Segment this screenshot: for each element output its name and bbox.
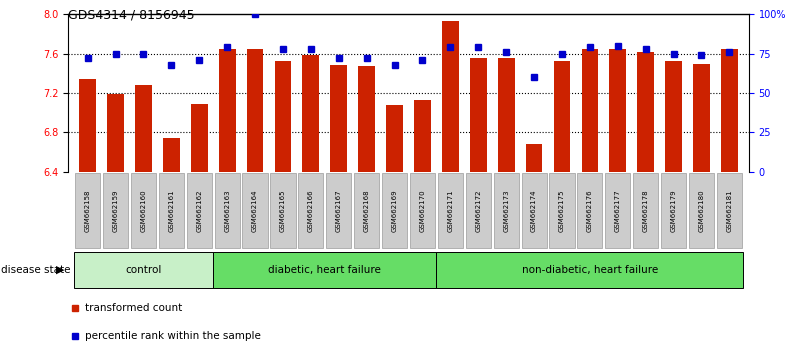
Text: GSM662167: GSM662167 (336, 189, 342, 232)
FancyBboxPatch shape (521, 173, 546, 248)
Text: GSM662179: GSM662179 (670, 189, 677, 232)
FancyBboxPatch shape (410, 173, 435, 248)
FancyBboxPatch shape (382, 173, 407, 248)
Text: GSM662171: GSM662171 (448, 189, 453, 232)
Text: GSM662164: GSM662164 (252, 189, 258, 232)
FancyBboxPatch shape (465, 173, 491, 248)
FancyBboxPatch shape (354, 173, 379, 248)
Bar (247, 48, 264, 172)
Text: GSM662177: GSM662177 (615, 189, 621, 232)
Text: GSM662162: GSM662162 (196, 189, 202, 232)
Bar (414, 100, 431, 172)
FancyBboxPatch shape (689, 173, 714, 248)
FancyBboxPatch shape (578, 173, 602, 248)
Bar (275, 62, 292, 172)
Bar (442, 21, 459, 172)
Text: percentile rank within the sample: percentile rank within the sample (85, 331, 261, 341)
Bar (582, 48, 598, 172)
Text: GSM662165: GSM662165 (280, 189, 286, 232)
Bar (386, 105, 403, 172)
Bar (79, 79, 96, 172)
FancyBboxPatch shape (213, 252, 437, 288)
FancyBboxPatch shape (326, 173, 352, 248)
Text: GSM662170: GSM662170 (420, 189, 425, 232)
Bar (497, 58, 514, 172)
Text: GSM662178: GSM662178 (642, 189, 649, 232)
Text: GSM662180: GSM662180 (698, 189, 705, 232)
FancyBboxPatch shape (298, 173, 324, 248)
Text: GSM662159: GSM662159 (112, 189, 119, 232)
Bar (303, 55, 320, 172)
FancyBboxPatch shape (437, 252, 743, 288)
Text: disease state: disease state (1, 265, 70, 275)
FancyBboxPatch shape (438, 173, 463, 248)
Text: GSM662172: GSM662172 (475, 189, 481, 232)
FancyBboxPatch shape (606, 173, 630, 248)
FancyBboxPatch shape (633, 173, 658, 248)
Bar (693, 64, 710, 172)
FancyBboxPatch shape (661, 173, 686, 248)
Text: GSM662166: GSM662166 (308, 189, 314, 232)
Text: GSM662176: GSM662176 (587, 189, 593, 232)
Text: GSM662173: GSM662173 (503, 189, 509, 232)
Text: GSM662161: GSM662161 (168, 189, 175, 232)
Bar (330, 65, 347, 172)
FancyBboxPatch shape (493, 173, 519, 248)
Bar (163, 138, 179, 172)
Text: GSM662169: GSM662169 (392, 189, 397, 232)
Bar (358, 66, 375, 172)
Bar (553, 62, 570, 172)
Bar (219, 48, 235, 172)
Bar (525, 144, 542, 172)
Text: control: control (125, 265, 162, 275)
Text: GSM662181: GSM662181 (727, 189, 732, 232)
FancyBboxPatch shape (103, 173, 128, 248)
FancyBboxPatch shape (243, 173, 268, 248)
Bar (665, 62, 682, 172)
Text: GSM662175: GSM662175 (559, 189, 565, 232)
FancyBboxPatch shape (131, 173, 156, 248)
Text: GSM662174: GSM662174 (531, 189, 537, 232)
Text: GSM662168: GSM662168 (364, 189, 369, 232)
Bar (721, 48, 738, 172)
FancyBboxPatch shape (187, 173, 211, 248)
Text: GDS4314 / 8156945: GDS4314 / 8156945 (68, 9, 195, 22)
FancyBboxPatch shape (74, 252, 213, 288)
FancyBboxPatch shape (75, 173, 100, 248)
Bar (470, 58, 487, 172)
Text: GSM662160: GSM662160 (140, 189, 147, 232)
FancyBboxPatch shape (271, 173, 296, 248)
Bar (191, 104, 207, 172)
Text: diabetic, heart failure: diabetic, heart failure (268, 265, 381, 275)
Text: GSM662158: GSM662158 (85, 189, 91, 232)
Bar (107, 94, 124, 172)
FancyBboxPatch shape (717, 173, 742, 248)
Bar (135, 85, 152, 172)
FancyBboxPatch shape (549, 173, 574, 248)
FancyBboxPatch shape (215, 173, 239, 248)
FancyBboxPatch shape (159, 173, 184, 248)
Bar (610, 48, 626, 172)
Text: non-diabetic, heart failure: non-diabetic, heart failure (521, 265, 658, 275)
Text: GSM662163: GSM662163 (224, 189, 230, 232)
Bar (638, 52, 654, 172)
Text: transformed count: transformed count (85, 303, 183, 313)
Text: ▶: ▶ (55, 265, 64, 275)
